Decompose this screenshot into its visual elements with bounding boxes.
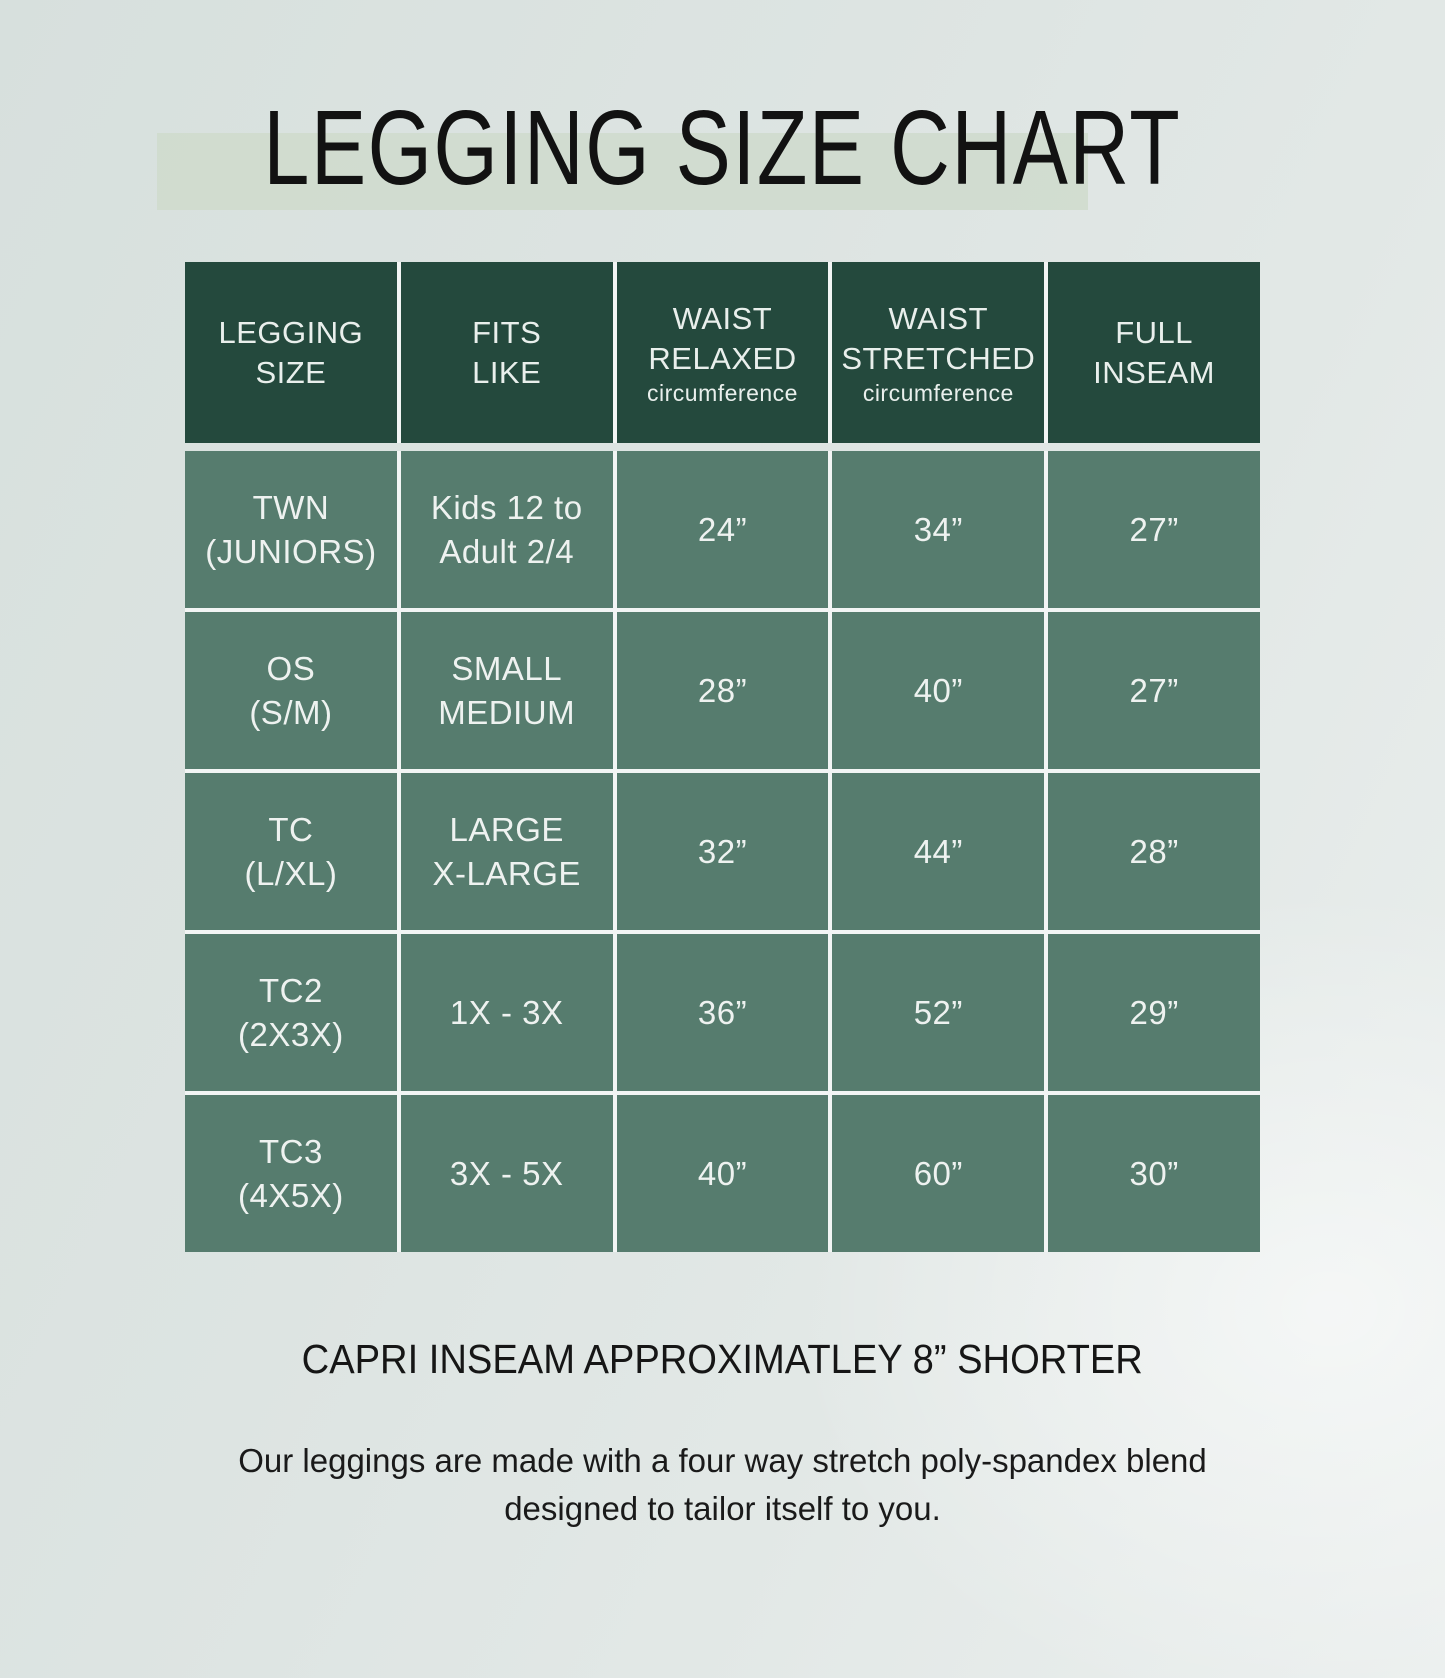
cell-line: SMALL: [451, 649, 563, 687]
cell-waist-stretched-os: 40”: [832, 612, 1045, 769]
cell-line: 3X - 5X: [449, 1154, 564, 1192]
header-line: INSEAM: [1093, 354, 1216, 390]
cell-line: TC2: [258, 971, 323, 1009]
cell-inseam-twn: 27”: [1048, 451, 1260, 608]
header-line: WAIST: [672, 300, 773, 336]
cell-inseam-tc2: 29”: [1048, 934, 1260, 1091]
page-title: LEGGING SIZE CHART: [0, 88, 1445, 209]
cell-line: TC: [268, 810, 314, 848]
header-line: FITS: [472, 314, 542, 350]
cell-line: OS: [266, 649, 316, 687]
cell-line: Kids 12 to: [430, 488, 583, 526]
capri-inseam-note: CAPRI INSEAM APPROXIMATLEY 8” SHORTER: [0, 1336, 1445, 1383]
cell-waist-stretched-tc2: 52”: [832, 934, 1045, 1091]
cell-fits-tc: LARGE X-LARGE: [400, 773, 613, 930]
column-header-fits-like: FITS LIKE: [400, 262, 613, 443]
cell-line: (2X3X): [238, 1015, 344, 1053]
cell-waist-relaxed-twn: 24”: [616, 451, 829, 608]
cell-size-os: OS (S/M): [185, 612, 397, 769]
table-body: TWN (JUNIORS) Kids 12 to Adult 2/4 24” 3…: [185, 451, 1260, 1252]
capri-inseam-note-text: CAPRI INSEAM APPROXIMATLEY 8” SHORTER: [301, 1336, 1144, 1382]
cell-inseam-tc: 28”: [1048, 773, 1260, 930]
header-line: STRETCHED: [841, 340, 1036, 376]
cell-waist-relaxed-os: 28”: [616, 612, 829, 769]
cell-line: TC3: [258, 1132, 323, 1170]
cell-line: 1X - 3X: [449, 993, 564, 1031]
cell-waist-stretched-tc3: 60”: [832, 1095, 1045, 1252]
cell-line: MEDIUM: [438, 693, 576, 731]
header-subline: circumference: [862, 379, 1014, 406]
cell-line: (S/M): [249, 693, 333, 731]
cell-line: Adult 2/4: [439, 532, 575, 570]
header-line: RELAXED: [648, 340, 797, 376]
cell-waist-relaxed-tc3: 40”: [616, 1095, 829, 1252]
cell-size-tc2: TC2 (2X3X): [185, 934, 397, 1091]
table-header-row: LEGGING SIZE FITS LIKE WAIST RELAXED cir…: [185, 262, 1260, 443]
size-chart-table: LEGGING SIZE FITS LIKE WAIST RELAXED cir…: [185, 262, 1260, 1252]
page-title-text: LEGGING SIZE CHART: [263, 89, 1182, 207]
cell-line: (JUNIORS): [205, 532, 377, 570]
header-line: SIZE: [255, 354, 327, 390]
cell-size-tc: TC (L/XL): [185, 773, 397, 930]
cell-inseam-os: 27”: [1048, 612, 1260, 769]
column-header-full-inseam: FULL INSEAM: [1048, 262, 1260, 443]
column-header-legging-size: LEGGING SIZE: [185, 262, 397, 443]
fabric-description-line2: designed to tailor itself to you.: [504, 1490, 941, 1527]
cell-line: X-LARGE: [432, 854, 581, 892]
column-header-waist-relaxed: WAIST RELAXED circumference: [616, 262, 829, 443]
cell-waist-relaxed-tc2: 36”: [616, 934, 829, 1091]
cell-fits-os: SMALL MEDIUM: [400, 612, 613, 769]
header-line: LIKE: [472, 354, 542, 390]
cell-line: TWN: [252, 488, 330, 526]
cell-fits-tc2: 1X - 3X: [400, 934, 613, 1091]
cell-size-twn: TWN (JUNIORS): [185, 451, 397, 608]
title-highlight-band: [157, 133, 1088, 210]
cell-line: (4X5X): [238, 1176, 344, 1214]
cell-size-tc3: TC3 (4X5X): [185, 1095, 397, 1252]
header-line: FULL: [1115, 314, 1193, 350]
fabric-description: Our leggings are made with a four way st…: [0, 1437, 1445, 1533]
cell-fits-tc3: 3X - 5X: [400, 1095, 613, 1252]
fabric-description-line1: Our leggings are made with a four way st…: [238, 1442, 1207, 1479]
cell-fits-twn: Kids 12 to Adult 2/4: [400, 451, 613, 608]
cell-inseam-tc3: 30”: [1048, 1095, 1260, 1252]
header-subline: circumference: [647, 379, 798, 406]
cell-line: LARGE: [449, 810, 564, 848]
header-line: LEGGING: [218, 314, 364, 350]
header-line: WAIST: [888, 300, 989, 336]
cell-waist-stretched-twn: 34”: [832, 451, 1045, 608]
column-header-waist-stretched: WAIST STRETCHED circumference: [832, 262, 1045, 443]
cell-waist-relaxed-tc: 32”: [616, 773, 829, 930]
cell-waist-stretched-tc: 44”: [832, 773, 1045, 930]
cell-line: (L/XL): [244, 854, 338, 892]
